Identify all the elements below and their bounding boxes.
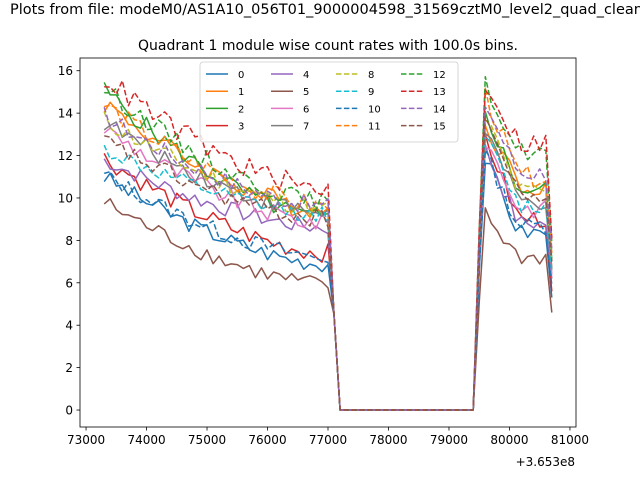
- legend-label-6: 6: [303, 104, 309, 115]
- y-tick-label: 2: [65, 361, 73, 375]
- legend-label-14: 14: [433, 104, 446, 115]
- x-tick-label: 77000: [309, 433, 347, 447]
- legend-label-4: 4: [303, 70, 309, 81]
- y-tick-label: 14: [58, 107, 73, 121]
- legend-label-2: 2: [238, 104, 244, 115]
- series-line-10: [103, 149, 553, 411]
- legend-label-15: 15: [433, 122, 446, 133]
- legend-label-7: 7: [303, 122, 309, 133]
- legend-label-3: 3: [238, 122, 244, 133]
- series-line-7: [103, 121, 553, 411]
- x-tick-label: 76000: [248, 433, 286, 447]
- legend-box: [199, 61, 459, 143]
- y-tick-label: 10: [58, 191, 73, 205]
- legend-label-8: 8: [368, 70, 374, 81]
- y-tick-label: 8: [65, 234, 73, 248]
- series-line-11: [104, 86, 553, 411]
- y-axis: 0 2 4 6 8 10 12 14 16: [58, 64, 80, 418]
- figure-suptitle: Plots from file: modeM0/AS1A10_056T01_90…: [10, 2, 640, 18]
- legend-label-12: 12: [433, 70, 446, 81]
- y-tick-label: 16: [58, 64, 73, 78]
- series-line-5: [103, 198, 553, 411]
- y-tick-label: 0: [65, 404, 73, 418]
- series-line-4: [103, 143, 553, 411]
- chart-title: Quadrant 1 module wise count rates with …: [138, 38, 518, 54]
- legend-label-0: 0: [238, 70, 244, 81]
- legend-label-9: 9: [368, 87, 374, 98]
- plot-area: [79, 57, 577, 428]
- x-offset-label: +3.653e8: [516, 455, 575, 469]
- x-tick-label: 81000: [551, 433, 589, 447]
- legend-label-5: 5: [303, 87, 309, 98]
- series-line-3: [103, 133, 553, 411]
- x-tick-label: 80000: [490, 433, 528, 447]
- legend-label-1: 1: [238, 87, 244, 98]
- x-tick-label: 73000: [67, 433, 105, 447]
- x-tick-label: 75000: [188, 433, 226, 447]
- series-lines: [103, 75, 553, 411]
- legend-label-13: 13: [433, 87, 446, 98]
- x-tick-label: 78000: [369, 433, 407, 447]
- legend-label-11: 11: [368, 122, 381, 133]
- series-line-15: [104, 115, 553, 411]
- y-tick-label: 4: [65, 319, 73, 333]
- x-tick-label: 79000: [430, 433, 468, 447]
- legend-label-10: 10: [368, 104, 381, 115]
- y-tick-label: 12: [58, 149, 73, 163]
- series-line-9: [103, 135, 553, 411]
- x-tick-label: 74000: [127, 433, 165, 447]
- series-line-14: [103, 106, 553, 411]
- x-axis: 73000 74000 75000 76000 77000 78000 79000 80000…: [67, 427, 589, 447]
- series-line-12: [104, 75, 553, 411]
- y-tick-label: 6: [65, 276, 73, 290]
- series-line-13: [104, 79, 553, 411]
